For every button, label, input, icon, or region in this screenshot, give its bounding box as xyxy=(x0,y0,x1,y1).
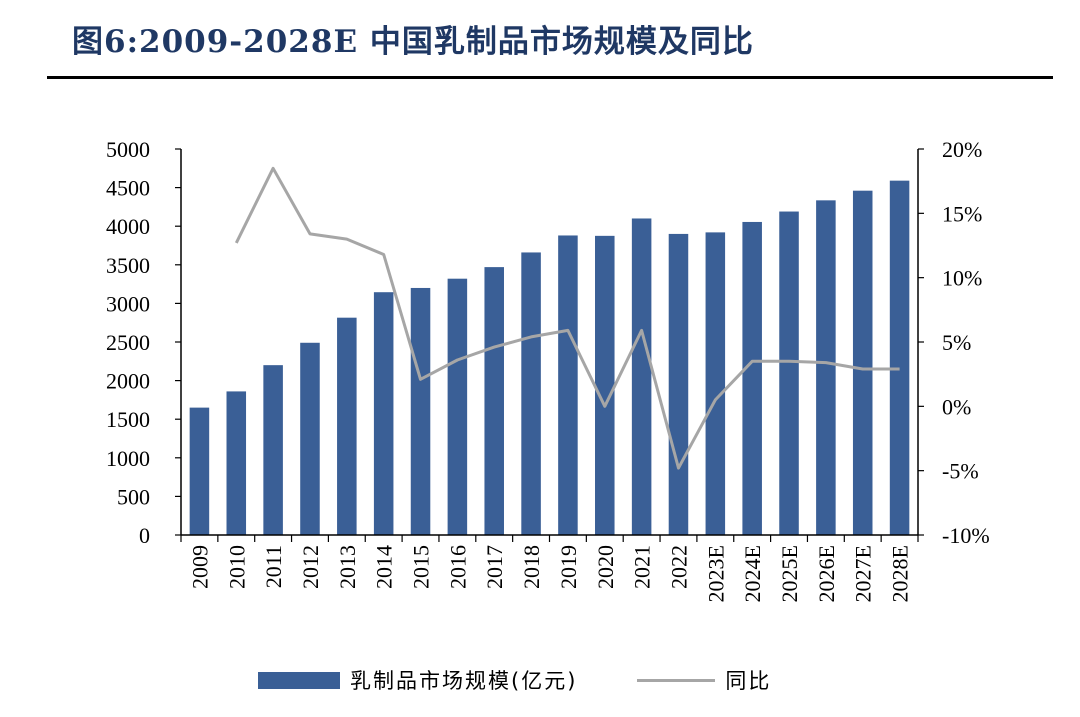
x-tick-label: 2009 xyxy=(187,545,212,589)
y-right-tick-label: -5% xyxy=(942,459,979,484)
bar-2015 xyxy=(410,287,431,535)
bar-2016 xyxy=(447,278,468,535)
legend-swatch-line xyxy=(637,678,716,682)
y-left-tick-label: 5000 xyxy=(106,137,150,162)
bar-2028E xyxy=(889,180,910,536)
x-tick-label: 2027E xyxy=(851,545,876,602)
x-tick-label: 2015 xyxy=(409,545,434,589)
y-right-tick-label: 10% xyxy=(942,266,982,291)
x-tick-label: 2028E xyxy=(888,545,913,602)
x-tick-label: 2010 xyxy=(224,545,249,589)
x-tick-label: 2016 xyxy=(445,545,470,589)
y-left-tick-label: 3500 xyxy=(106,253,150,278)
bar-2011 xyxy=(263,365,283,535)
y-left-tick-label: 0 xyxy=(139,523,150,548)
bar-2014 xyxy=(373,292,394,535)
legend-label-yoy: 同比 xyxy=(725,669,772,693)
x-tick-label: 2025E xyxy=(777,545,802,602)
x-tick-label: 2019 xyxy=(556,545,581,589)
bar-2012 xyxy=(300,342,320,535)
y-left-tick-label: 2000 xyxy=(106,369,150,394)
bar-2027E xyxy=(852,190,873,536)
y-right-tick-label: 15% xyxy=(942,201,982,226)
chart-legend: 乳制品市场规模(亿元) 同比 xyxy=(258,660,771,700)
x-tick-label: 2024E xyxy=(740,545,765,602)
title-divider xyxy=(47,76,1053,79)
y-left-tick-label: 2500 xyxy=(106,330,150,355)
x-tick-label: 2020 xyxy=(593,545,618,589)
x-tick-label: 2023E xyxy=(703,545,728,602)
x-tick-label: 2026E xyxy=(814,545,839,602)
x-tick-label: 2017 xyxy=(482,545,507,589)
y-right-tick-label: -10% xyxy=(942,523,990,548)
x-tick-label: 2011 xyxy=(261,545,286,588)
y-left-tick-label: 4500 xyxy=(106,176,150,201)
legend-label-market-size: 乳制品市场规模(亿元) xyxy=(350,669,578,693)
y-left-tick-label: 1500 xyxy=(106,407,150,432)
bar-2023E xyxy=(705,232,726,535)
x-tick-label: 2022 xyxy=(666,545,691,589)
y-left-tick-label: 4000 xyxy=(106,214,150,239)
legend-swatch-bar xyxy=(258,671,340,689)
y-left-tick-label: 1000 xyxy=(106,446,150,471)
bar-2022 xyxy=(668,233,689,536)
legend-item-market-size: 乳制品市场规模(亿元) xyxy=(258,665,577,695)
bar-2009 xyxy=(189,407,210,535)
y-right-tick-label: 20% xyxy=(942,137,982,162)
x-tick-label: 2012 xyxy=(298,545,323,589)
legend-item-yoy: 同比 xyxy=(577,665,771,695)
bar-2013 xyxy=(337,317,357,535)
page-title: 图6:2009-2028E 中国乳制品市场规模及同比 xyxy=(72,24,754,60)
bar-2018 xyxy=(521,252,541,535)
bar-2026E xyxy=(816,200,836,535)
x-tick-label: 2021 xyxy=(630,545,655,589)
y-left-tick-label: 3000 xyxy=(106,291,150,316)
yoy-line xyxy=(234,166,900,470)
bar-2021 xyxy=(631,218,652,536)
bar-2020 xyxy=(595,235,615,535)
bar-2024E xyxy=(742,221,762,536)
x-tick-label: 2018 xyxy=(519,545,544,589)
y-right-tick-label: 5% xyxy=(942,330,971,355)
y-right-tick-label: 0% xyxy=(942,394,971,419)
bar-2017 xyxy=(484,267,504,535)
bar-2019 xyxy=(558,235,578,536)
x-tick-label: 2014 xyxy=(372,545,397,589)
bar-2025E xyxy=(779,211,799,536)
y-left-tick-label: 500 xyxy=(117,484,150,509)
x-tick-label: 2013 xyxy=(335,545,360,589)
bar-2010 xyxy=(226,391,247,535)
